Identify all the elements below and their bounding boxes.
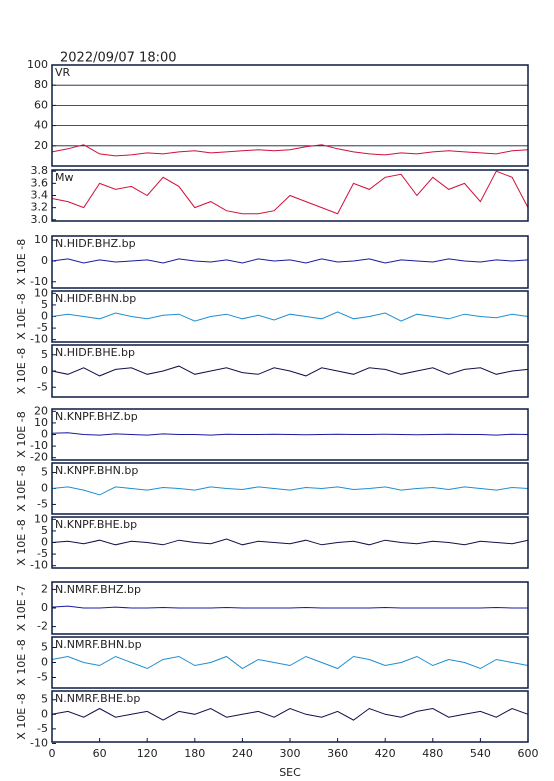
trace xyxy=(51,144,529,157)
y-axis-label: X 10E -8 xyxy=(15,693,28,739)
x-tick-label: 60 xyxy=(93,747,107,760)
panel-frame xyxy=(51,581,529,635)
y-tick-label: 0 xyxy=(41,536,48,549)
y-tick-label: 0 xyxy=(41,254,48,267)
channel-label: N.KNPF.BHE.bp xyxy=(55,518,137,531)
y-tick-label: 60 xyxy=(34,98,48,111)
trace xyxy=(51,365,529,377)
panel-frame xyxy=(51,516,529,569)
channel-label: N.KNPF.BHN.bp xyxy=(55,464,138,477)
channel-label: N.NMRF.BHZ.bp xyxy=(55,583,141,596)
y-tick-label: 10 xyxy=(34,233,48,246)
y-tick-label: 5 xyxy=(41,524,48,537)
panel-frame xyxy=(51,64,529,167)
y-tick-label: 3.4 xyxy=(31,189,49,202)
channel-label: VR xyxy=(55,66,71,79)
y-axis-label: X 10E -8 xyxy=(15,465,28,511)
y-tick-label: 10 xyxy=(34,512,48,525)
y-tick-label: -10 xyxy=(30,559,48,572)
trace xyxy=(51,655,529,670)
trace xyxy=(51,258,529,264)
trace xyxy=(51,170,529,215)
trace xyxy=(51,707,529,721)
panel-frame xyxy=(51,408,529,461)
channel-label: N.NMRF.BHE.bp xyxy=(55,692,140,705)
panel-frame xyxy=(51,344,529,398)
y-axis-label: X 10E -8 xyxy=(15,639,28,685)
y-tick-label: 0 xyxy=(41,601,48,614)
y-tick-label: 10 xyxy=(34,416,48,429)
y-tick-label: 5 xyxy=(41,348,48,361)
y-tick-label: -5 xyxy=(37,671,48,684)
y-tick-label: 0 xyxy=(41,364,48,377)
y-tick-label: 3.2 xyxy=(31,201,49,214)
y-tick-label: 5 xyxy=(41,693,48,706)
x-tick-label: 420 xyxy=(375,747,396,760)
panel-frame xyxy=(51,636,529,689)
y-tick-label: -5 xyxy=(37,497,48,510)
x-axis-label: SEC xyxy=(279,766,301,779)
y-axis-label: X 10E -7 xyxy=(15,585,28,631)
y-tick-label: -5 xyxy=(37,547,48,560)
channel-label: N.NMRF.BHN.bp xyxy=(55,638,142,651)
y-tick-label: 0 xyxy=(41,707,48,720)
channel-label: N.HIDF.BHN.bp xyxy=(55,292,136,305)
panel-frame xyxy=(51,290,529,343)
y-tick-label: 40 xyxy=(34,119,48,132)
panel-frame xyxy=(51,235,529,289)
y-tick-label: 2 xyxy=(41,582,48,595)
x-tick-label: 120 xyxy=(137,747,158,760)
x-tick-label: 240 xyxy=(232,747,253,760)
y-tick-label: 20 xyxy=(34,404,48,417)
trace xyxy=(51,486,529,496)
y-axis-label: X 10E -8 xyxy=(15,348,28,394)
y-tick-label: -5 xyxy=(37,722,48,735)
y-tick-label: 10 xyxy=(34,286,48,299)
x-tick-label: 480 xyxy=(422,747,443,760)
y-tick-label: -10 xyxy=(30,439,48,452)
y-tick-label: -5 xyxy=(37,321,48,334)
y-axis-label: X 10E -8 xyxy=(15,293,28,339)
y-tick-label: 0 xyxy=(41,656,48,669)
y-tick-label: -10 xyxy=(30,275,48,288)
x-tick-label: 360 xyxy=(327,747,348,760)
x-tick-label: 300 xyxy=(280,747,301,760)
y-axis-label: X 10E -8 xyxy=(15,239,28,285)
panel-frame xyxy=(51,169,529,222)
channel-label: N.HIDF.BHZ.bp xyxy=(55,237,136,250)
y-tick-label: 3.6 xyxy=(31,176,49,189)
y-axis-label: X 10E -8 xyxy=(15,411,28,457)
y-tick-label: 80 xyxy=(34,78,48,91)
y-tick-label: -10 xyxy=(30,333,48,346)
y-tick-label: 0 xyxy=(41,482,48,495)
y-tick-label: -5 xyxy=(37,380,48,393)
trace xyxy=(51,538,529,546)
y-tick-label: -10 xyxy=(30,736,48,749)
y-axis-label: X 10E -8 xyxy=(15,519,28,565)
y-tick-label: -20 xyxy=(30,451,48,464)
y-tick-label: 20 xyxy=(34,139,48,152)
y-tick-label: -2 xyxy=(37,620,48,633)
channel-label: N.HIDF.BHE.bp xyxy=(55,346,135,359)
y-tick-label: 0 xyxy=(41,428,48,441)
chart-title: 2022/09/07 18:00 xyxy=(60,51,177,66)
y-tick-label: 3.8 xyxy=(31,164,49,177)
x-tick-label: 0 xyxy=(49,747,56,760)
x-tick-label: 600 xyxy=(518,747,539,760)
panel-frame xyxy=(51,462,529,515)
trace xyxy=(51,311,529,322)
x-tick-label: 540 xyxy=(470,747,491,760)
x-tick-label: 180 xyxy=(184,747,205,760)
y-tick-label: 5 xyxy=(41,466,48,479)
y-tick-label: 0 xyxy=(41,310,48,323)
y-tick-label: 5 xyxy=(41,641,48,654)
channel-label: N.KNPF.BHZ.bp xyxy=(55,410,138,423)
trace xyxy=(51,432,529,436)
y-tick-label: 100 xyxy=(27,58,48,71)
trace xyxy=(51,605,528,609)
channel-label: Mw xyxy=(55,171,74,184)
y-tick-label: 3.0 xyxy=(31,213,49,226)
y-tick-label: 5 xyxy=(41,298,48,311)
